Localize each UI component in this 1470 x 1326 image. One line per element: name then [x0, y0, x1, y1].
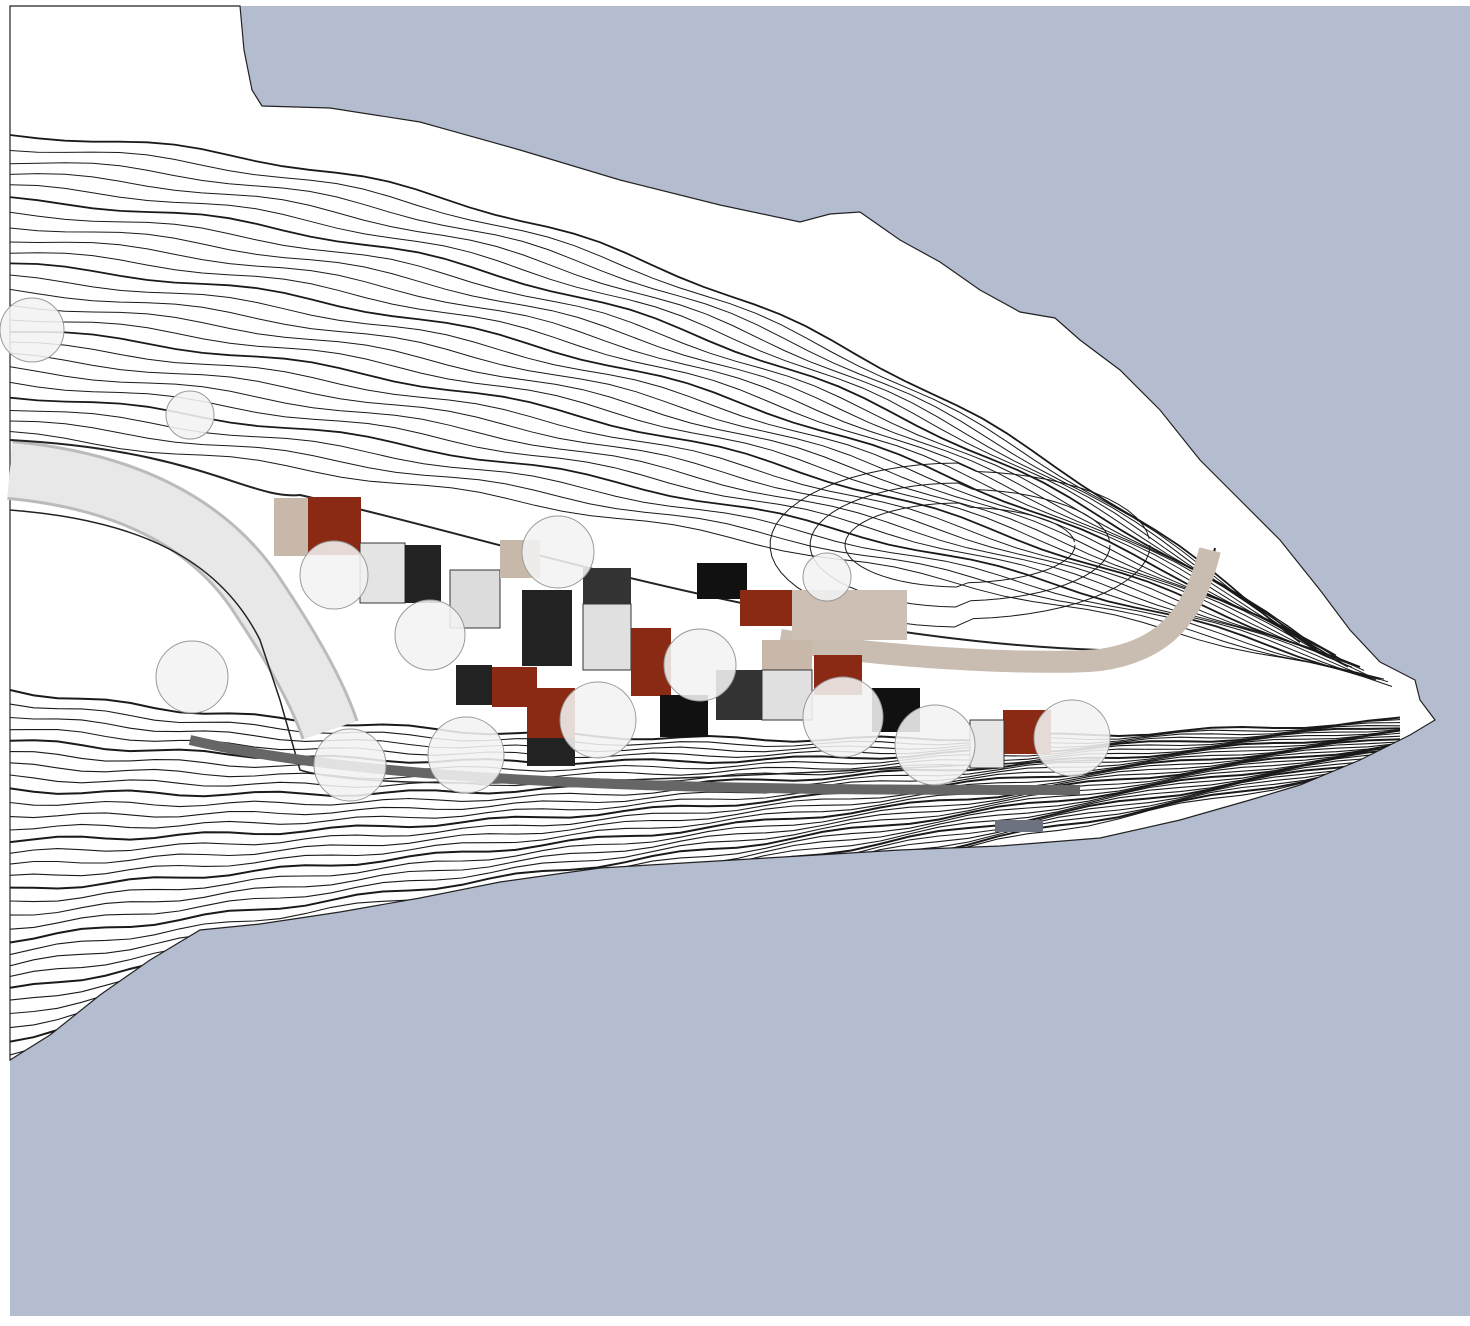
contour-line — [10, 703, 1401, 748]
contour-line — [10, 304, 1353, 668]
building-roof — [405, 545, 441, 603]
contour-line — [10, 352, 1369, 676]
contour-line — [769, 462, 1151, 628]
contour-line — [10, 252, 1337, 656]
building — [582, 603, 632, 671]
building — [762, 640, 812, 670]
contour-line — [10, 735, 1401, 831]
building-roof — [697, 563, 747, 599]
contour-line — [10, 738, 1401, 844]
contour-line — [10, 741, 1401, 854]
deck — [792, 590, 907, 640]
boardwalk — [778, 547, 1221, 673]
contour-line — [10, 729, 1401, 772]
contour-line — [10, 742, 1401, 890]
retaining-wall — [188, 735, 1081, 795]
contour-line — [10, 274, 1345, 665]
tree — [0, 297, 65, 363]
access-road-surface — [7, 443, 356, 739]
contour-line — [10, 742, 1401, 903]
tree — [313, 728, 387, 802]
contour-line — [10, 410, 1385, 680]
tree — [394, 599, 466, 671]
tree — [894, 704, 976, 786]
contour-line — [10, 211, 1325, 656]
contour-line — [10, 366, 1373, 680]
contour-line — [10, 150, 1305, 642]
tree — [521, 515, 595, 589]
trees — [0, 297, 1111, 802]
contour-line — [10, 752, 1401, 956]
contour-line — [10, 689, 1401, 743]
contour-line — [10, 173, 1313, 644]
contour-line — [10, 381, 1377, 681]
tree — [1033, 699, 1111, 777]
tree — [155, 640, 229, 714]
contour-line — [10, 134, 1301, 643]
building — [274, 498, 308, 556]
tree — [559, 681, 637, 759]
contour-line — [10, 746, 1401, 930]
contour-line — [10, 227, 1329, 655]
contour-line — [10, 748, 1401, 944]
contour-line — [10, 319, 1357, 667]
building-roof — [456, 665, 492, 705]
tree — [299, 540, 369, 610]
contour-line — [10, 196, 1321, 654]
contour-line — [10, 331, 1361, 668]
contour-line — [10, 241, 1333, 655]
contour-line — [10, 742, 1401, 865]
roads — [7, 439, 1221, 795]
building-roof — [660, 695, 708, 737]
tree — [427, 716, 505, 794]
jetty — [995, 820, 1043, 832]
contour-line — [10, 727, 1401, 766]
contour-line — [10, 396, 1381, 680]
tree — [165, 390, 215, 440]
contour-line — [10, 743, 1401, 877]
contour-line — [10, 730, 1401, 808]
building-roof — [522, 590, 572, 666]
tree — [802, 552, 852, 602]
contour-line — [10, 743, 1401, 916]
contour-line — [809, 482, 1111, 608]
contour-line — [10, 729, 1401, 780]
contour-line — [10, 341, 1365, 671]
contour-line — [844, 502, 1076, 588]
contour-line — [10, 420, 1389, 683]
building — [969, 719, 1005, 769]
tree — [802, 676, 884, 758]
contour-line — [10, 732, 1401, 819]
contour-line — [10, 288, 1349, 668]
contour-line — [10, 716, 1401, 753]
contour-line — [10, 184, 1317, 649]
building-roof — [740, 590, 792, 626]
contour-lines — [10, 134, 1401, 1056]
tree — [663, 628, 737, 702]
contour-line — [10, 262, 1341, 660]
contour-line — [10, 162, 1309, 642]
building-roof — [583, 568, 631, 604]
